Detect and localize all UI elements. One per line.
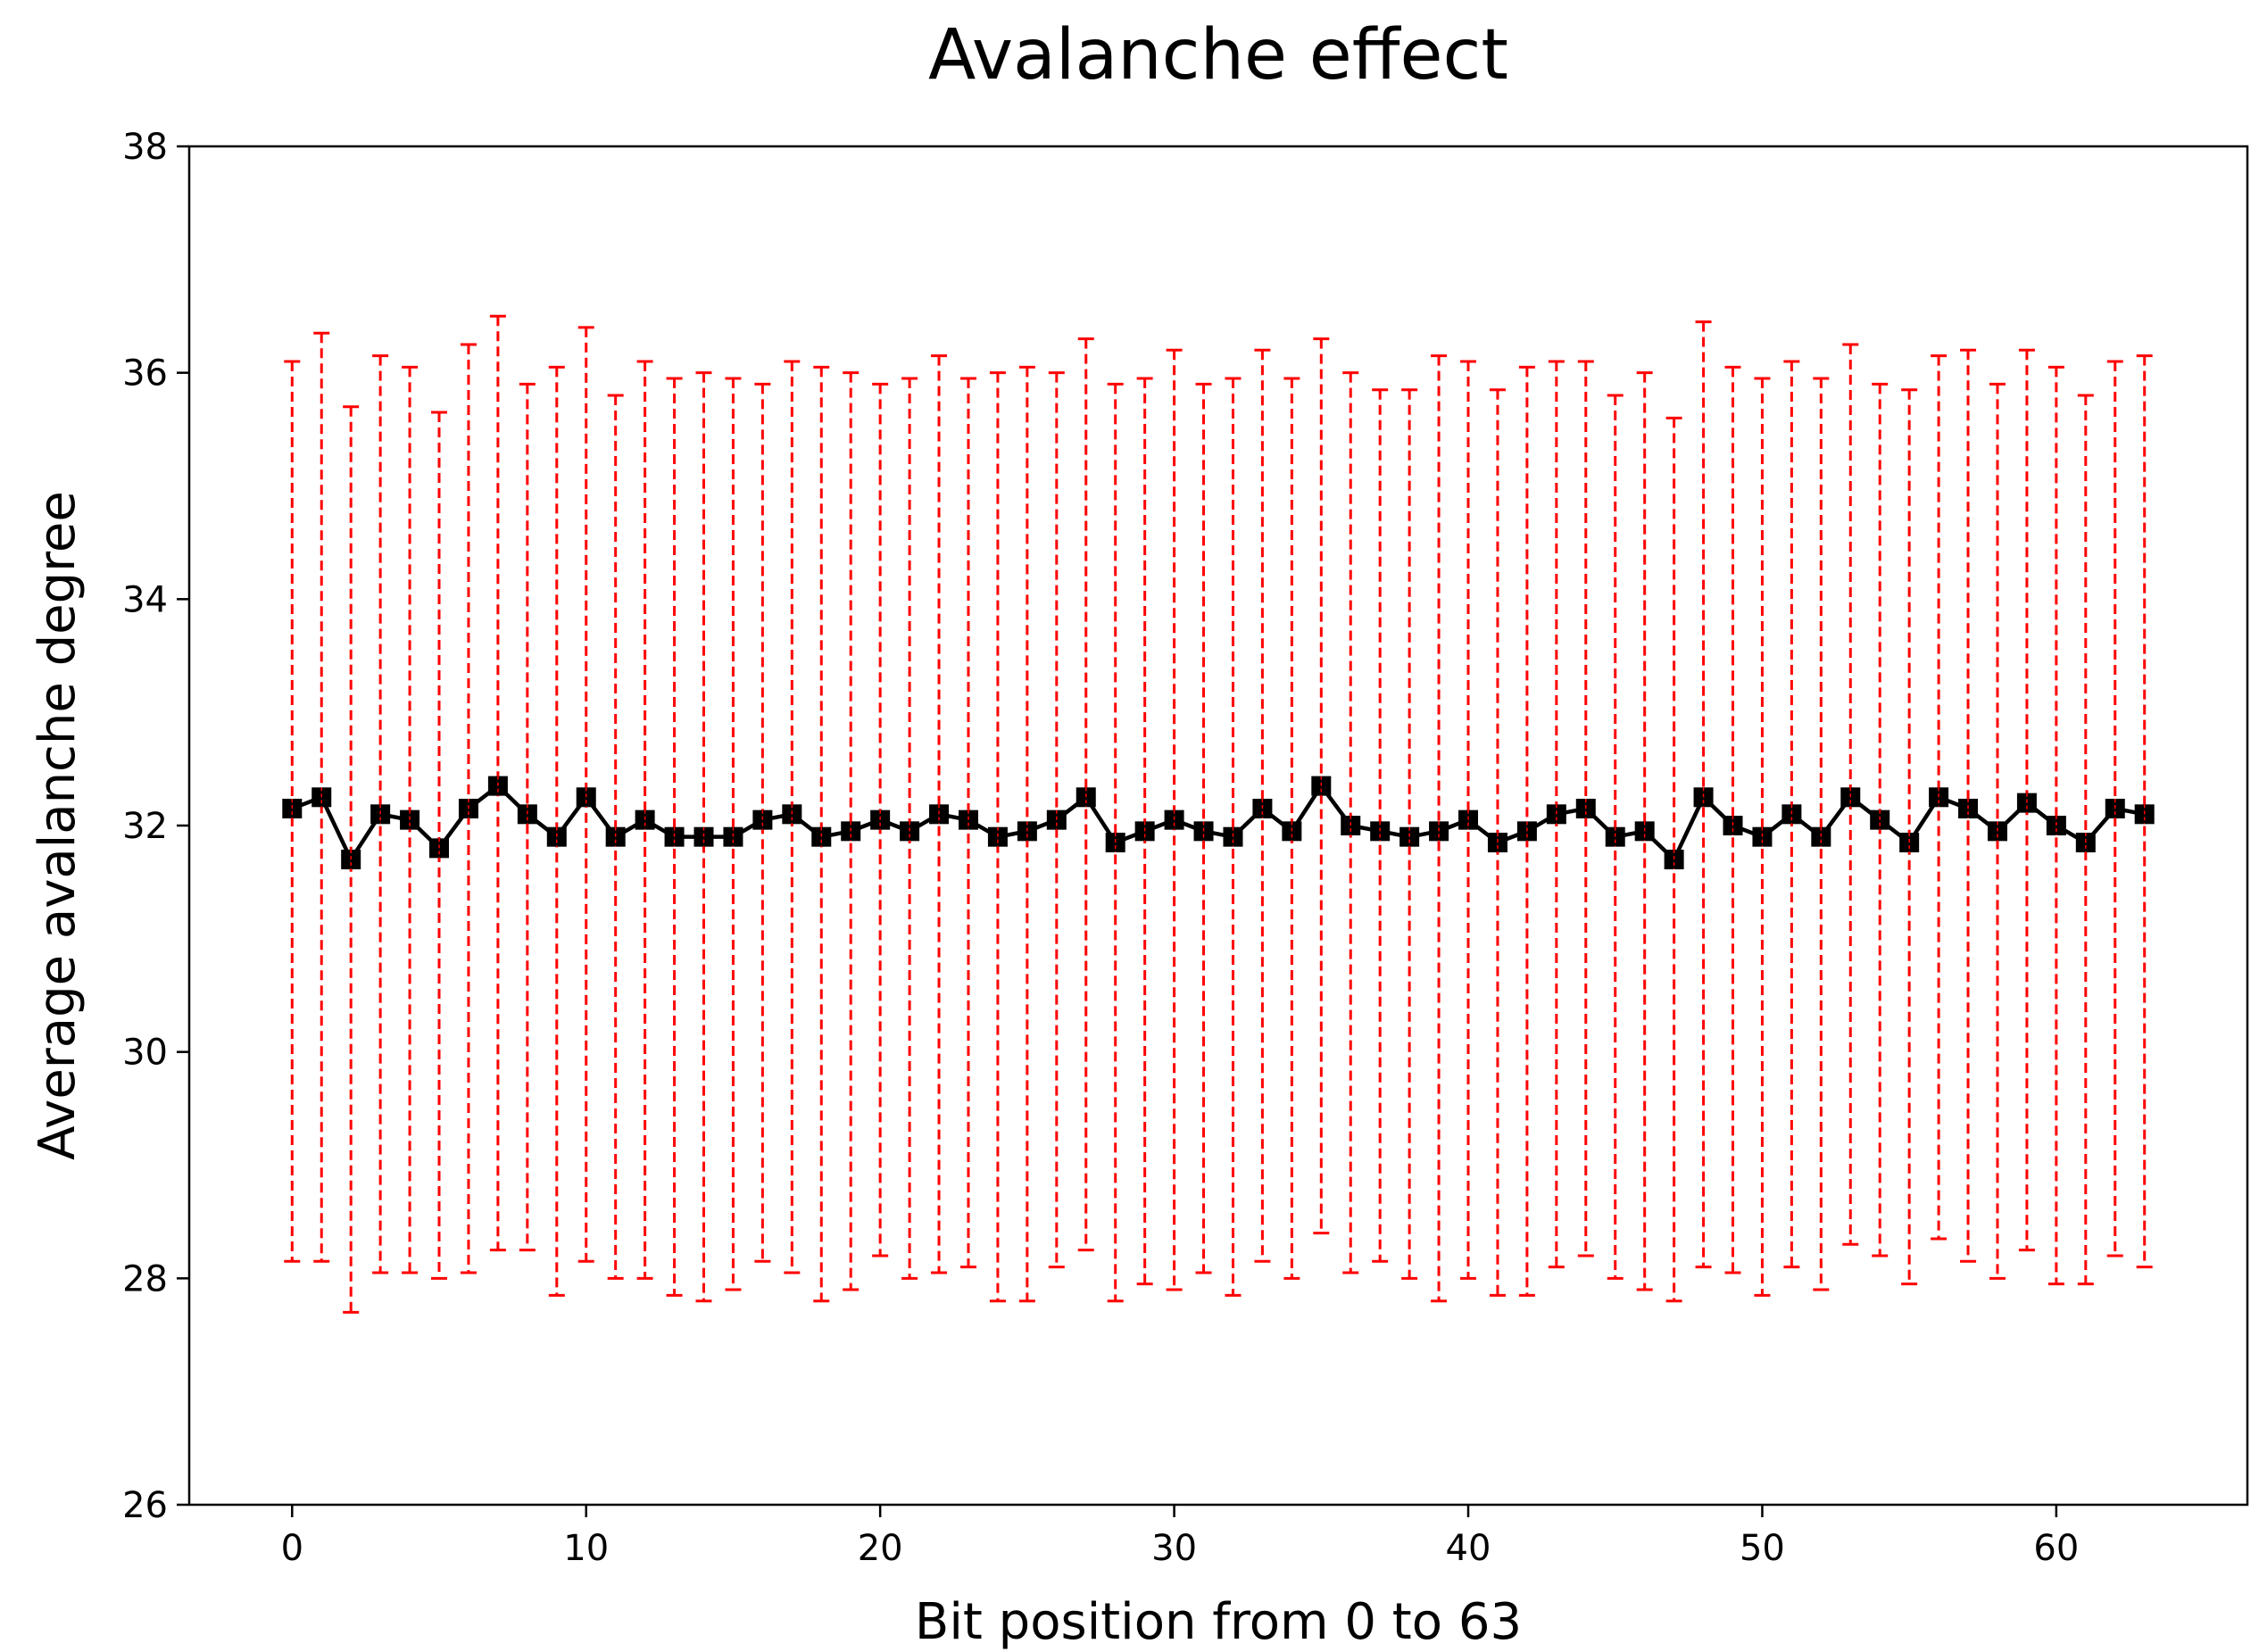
data-markers — [282, 776, 2155, 870]
mean-line — [291, 784, 2146, 862]
x-tick-label: 30 — [1151, 1528, 1197, 1569]
y-tick-label: 36 — [122, 353, 168, 394]
y-tick-label: 30 — [122, 1033, 168, 1074]
x-tick-label: 10 — [563, 1528, 609, 1569]
y-tick-label: 32 — [122, 806, 168, 847]
y-tick-label: 28 — [122, 1258, 168, 1299]
y-tick-label: 34 — [122, 579, 168, 620]
x-tick-label: 60 — [2033, 1528, 2079, 1569]
y-axis: 26 28 30 32 34 36 38 — [122, 127, 189, 1526]
series-line — [291, 784, 2146, 862]
x-axis: 0 10 20 30 40 50 60 — [281, 1505, 2079, 1569]
y-axis-label: Average avalanche degree — [29, 491, 87, 1160]
x-tick-label: 0 — [281, 1528, 303, 1569]
plot-frame — [187, 145, 2249, 1507]
chart-title: Avalanche effect — [928, 15, 1508, 95]
x-tick-label: 50 — [1740, 1528, 1785, 1569]
x-tick-label: 20 — [858, 1528, 903, 1569]
x-tick-label: 40 — [1446, 1528, 1491, 1569]
y-tick-label: 26 — [122, 1485, 168, 1526]
x-axis-label: Bit position from 0 to 63 — [915, 1593, 1522, 1651]
y-tick-label: 38 — [122, 127, 168, 168]
